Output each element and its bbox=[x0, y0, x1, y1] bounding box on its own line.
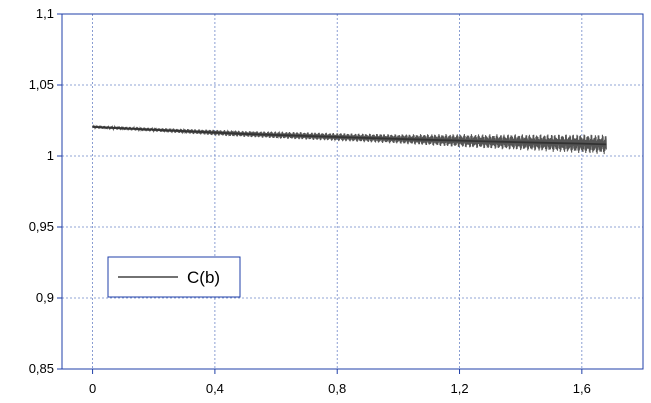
series-layer bbox=[92, 124, 607, 155]
x-tick-label: 0,8 bbox=[328, 381, 346, 396]
legend-series-label: C(b) bbox=[187, 268, 220, 287]
plot-area bbox=[62, 14, 643, 369]
plot-frame bbox=[61, 13, 644, 370]
x-tick-label: 1,6 bbox=[573, 381, 591, 396]
x-tick-label: 0 bbox=[89, 381, 96, 396]
y-tick-label: 1,05 bbox=[29, 77, 54, 92]
y-tick-label: 0,9 bbox=[36, 290, 54, 305]
y-tick-label: 1,1 bbox=[36, 6, 54, 21]
series-trend-c-b bbox=[92, 125, 607, 146]
legend: C(b) bbox=[107, 256, 241, 298]
y-tick-label: 1 bbox=[47, 148, 54, 163]
y-tick-label: 0,95 bbox=[29, 219, 54, 234]
tick-labels: 0 0,4 0,8 1,2 1,6 0,85 0,9 0,95 1 1,05 1,1 bbox=[29, 6, 591, 396]
x-tick-label: 1,2 bbox=[450, 381, 468, 396]
y-tick-label: 0,85 bbox=[29, 361, 54, 376]
x-tick-label: 0,4 bbox=[206, 381, 224, 396]
